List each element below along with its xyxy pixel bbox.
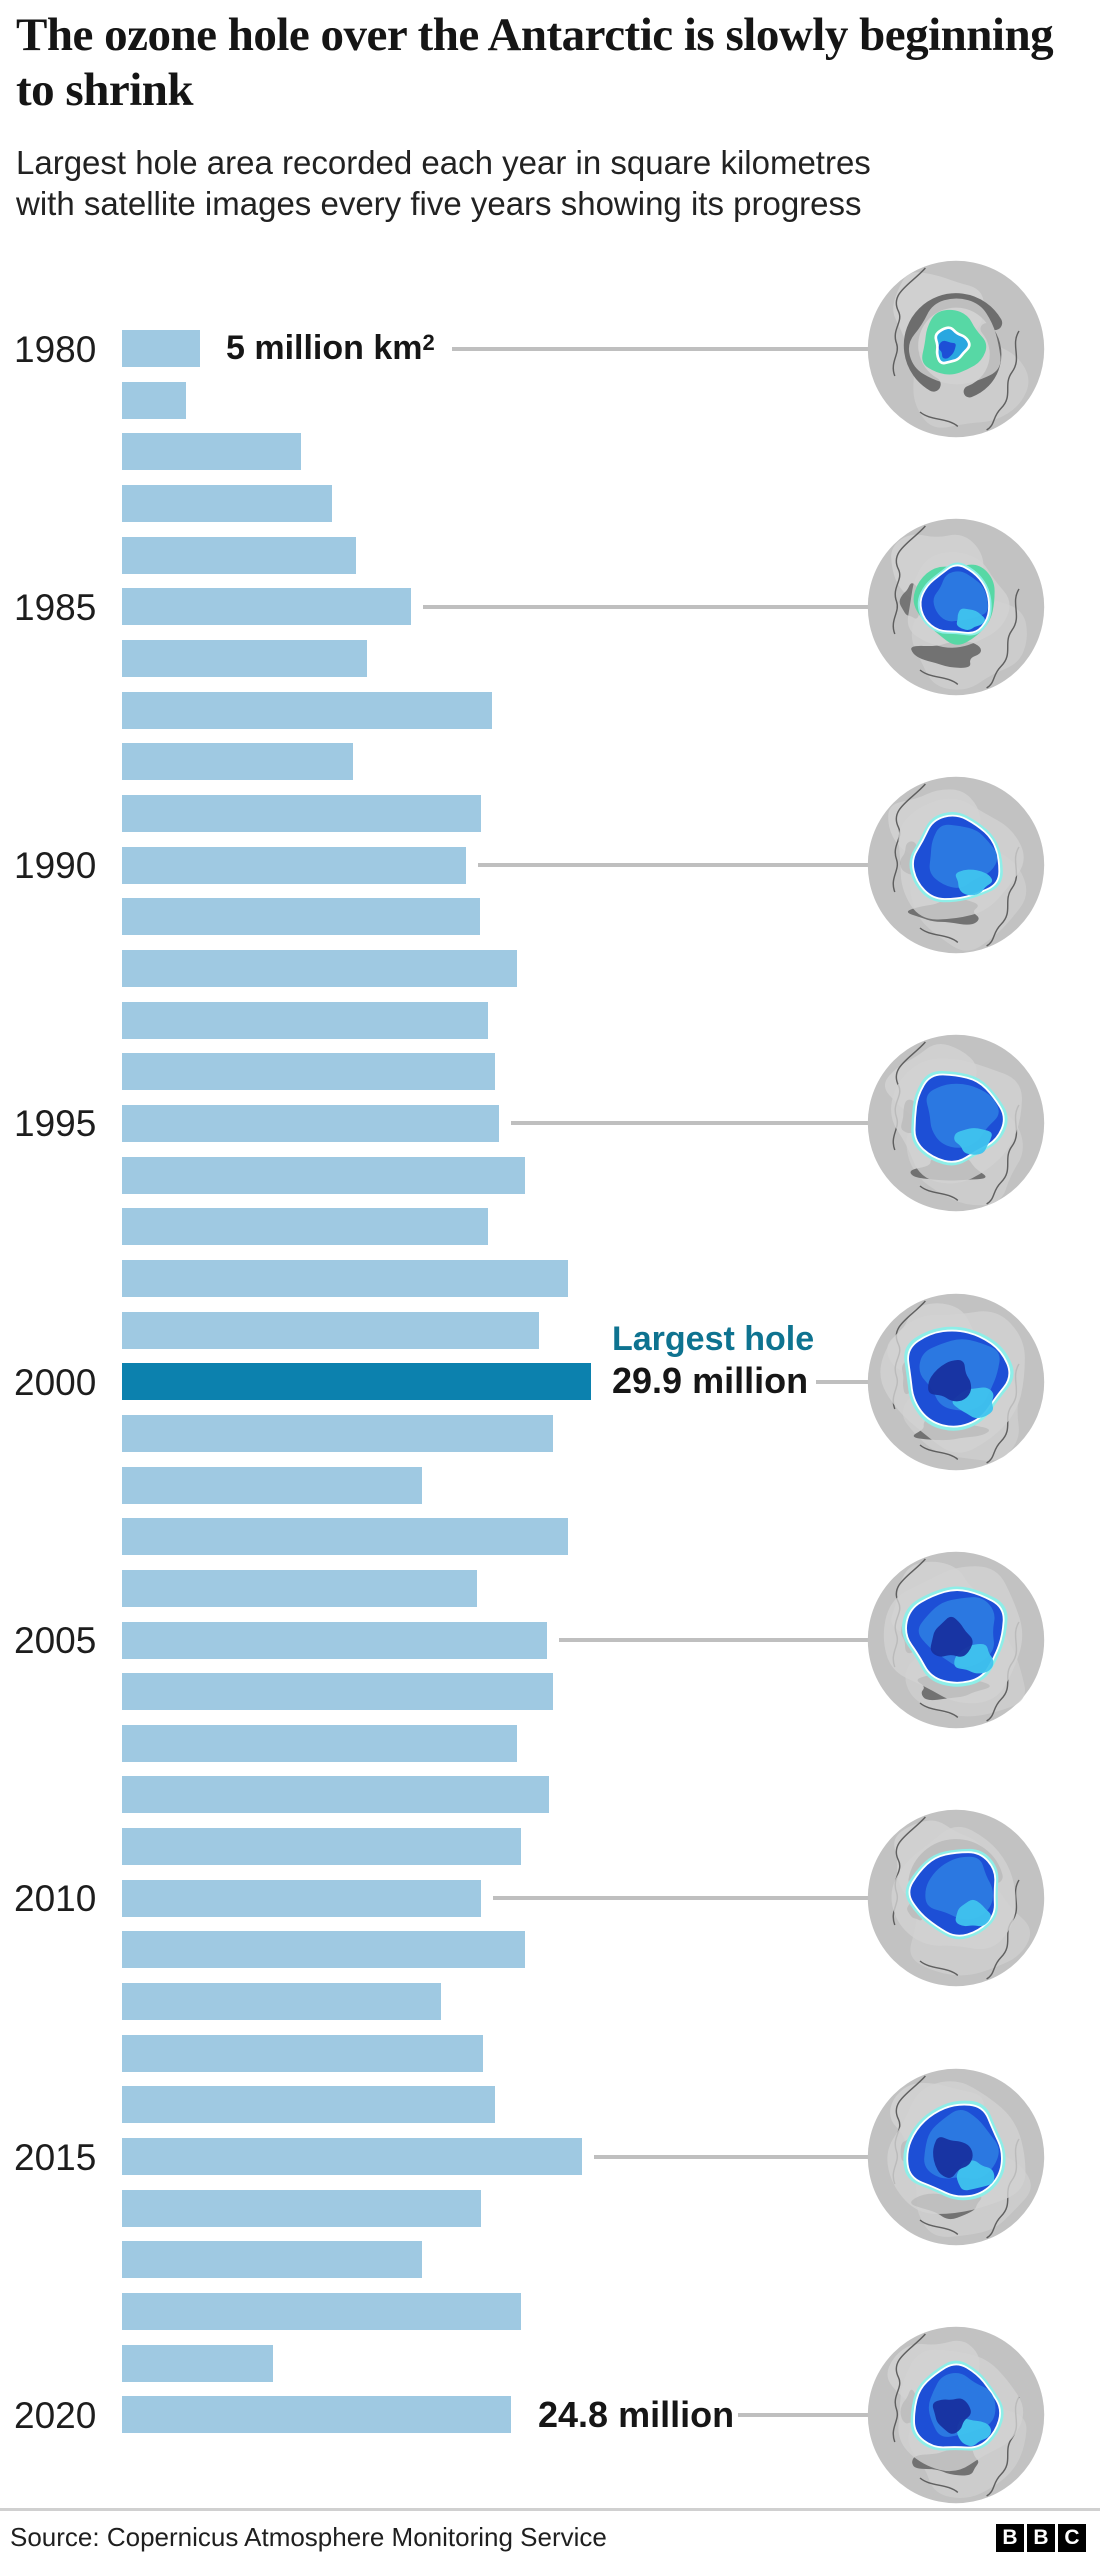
bar-1990 — [122, 847, 466, 884]
year-label-2010: 2010 — [14, 1878, 97, 1919]
annotation-29-9-million: 29.9 million — [612, 1360, 809, 1401]
bar-1995 — [122, 1105, 499, 1142]
bar-1996 — [122, 1157, 525, 1194]
bar-1999 — [122, 1312, 539, 1349]
bar-2006 — [122, 1673, 553, 1710]
leader-line-2020 — [738, 2413, 868, 2417]
bbc-logo-letter-1: B — [996, 2524, 1024, 2552]
bar-1987 — [122, 692, 492, 729]
squared-superscript: 2 — [422, 330, 435, 355]
bar-1991 — [122, 898, 480, 935]
leader-line-2005 — [559, 1638, 868, 1642]
source-text: Source: Copernicus Atmosphere Monitoring… — [10, 2522, 607, 2552]
satellite-globe-1990 — [867, 776, 1045, 954]
leader-line-2010 — [493, 1896, 868, 1900]
satellite-globe-2005 — [867, 1551, 1045, 1729]
bar-2002 — [122, 1467, 422, 1504]
bar-2004 — [122, 1570, 477, 1607]
bar-2015 — [122, 2138, 582, 2175]
bar-2012 — [122, 1983, 441, 2020]
bar-1985 — [122, 588, 411, 625]
year-label-1980: 1980 — [14, 329, 97, 370]
bar-1993 — [122, 1002, 488, 1039]
satellite-globe-2015 — [867, 2068, 1045, 2246]
leader-line-2000 — [816, 1380, 868, 1384]
annotation-24-8-million: 24.8 million — [538, 2394, 735, 2435]
bar-1981 — [122, 382, 186, 419]
footer-divider — [0, 2508, 1100, 2511]
bar-1986 — [122, 640, 367, 677]
bar-2007 — [122, 1725, 517, 1762]
annotation-largest-hole: Largest hole — [612, 1320, 815, 1358]
year-label-2000: 2000 — [14, 1362, 97, 1403]
satellite-globe-2010 — [867, 1809, 1045, 1987]
leader-line-1980 — [452, 347, 868, 351]
bar-1997 — [122, 1208, 488, 1245]
bar-2009 — [122, 1828, 521, 1865]
leader-line-2015 — [594, 2155, 868, 2159]
bar-1992 — [122, 950, 517, 987]
bar-2008 — [122, 1776, 549, 1813]
bar-1998 — [122, 1260, 568, 1297]
bbc-logo-letter-3: C — [1058, 2524, 1086, 2552]
bar-2017 — [122, 2241, 422, 2278]
page-title: The ozone hole over the Antarctic is slo… — [16, 9, 1054, 116]
bar-1982 — [122, 433, 301, 470]
leader-line-1985 — [423, 605, 868, 609]
bar-1988 — [122, 743, 353, 780]
subtitle-line-1: Largest hole area recorded each year in … — [16, 144, 871, 181]
bar-1984 — [122, 537, 356, 574]
page-subtitle: Largest hole area recorded each year in … — [16, 142, 1076, 224]
year-label-1995: 1995 — [14, 1103, 97, 1144]
bar-2001 — [122, 1415, 553, 1452]
year-label-1990: 1990 — [14, 845, 97, 886]
leader-line-1990 — [478, 863, 868, 867]
annotation-5-million: 5 million km2 — [226, 329, 435, 367]
satellite-globe-2000 — [867, 1293, 1045, 1471]
bar-2018 — [122, 2293, 521, 2330]
satellite-globe-2020 — [867, 2326, 1045, 2504]
leader-line-1995 — [511, 1121, 868, 1125]
satellite-globe-1995 — [867, 1034, 1045, 1212]
bar-1989 — [122, 795, 481, 832]
subtitle-line-2: with satellite images every five years s… — [16, 185, 862, 222]
bar-1994 — [122, 1053, 495, 1090]
year-label-2005: 2005 — [14, 1620, 97, 1661]
bar-2016 — [122, 2190, 481, 2227]
bar-2019 — [122, 2345, 273, 2382]
bar-2010 — [122, 1880, 481, 1917]
bar-2000 — [122, 1363, 591, 1400]
year-label-2020: 2020 — [14, 2395, 97, 2436]
year-label-2015: 2015 — [14, 2137, 97, 2178]
bar-1980 — [122, 330, 200, 367]
bbc-logo-letter-2: B — [1027, 2524, 1055, 2552]
bar-2020 — [122, 2396, 511, 2433]
bar-2013 — [122, 2035, 483, 2072]
bar-2003 — [122, 1518, 568, 1555]
satellite-globe-1980 — [867, 260, 1045, 438]
bar-2014 — [122, 2086, 495, 2123]
year-label-1985: 1985 — [14, 587, 97, 628]
bar-2011 — [122, 1931, 525, 1968]
bar-1983 — [122, 485, 332, 522]
bar-2005 — [122, 1622, 547, 1659]
satellite-globe-1985 — [867, 518, 1045, 696]
